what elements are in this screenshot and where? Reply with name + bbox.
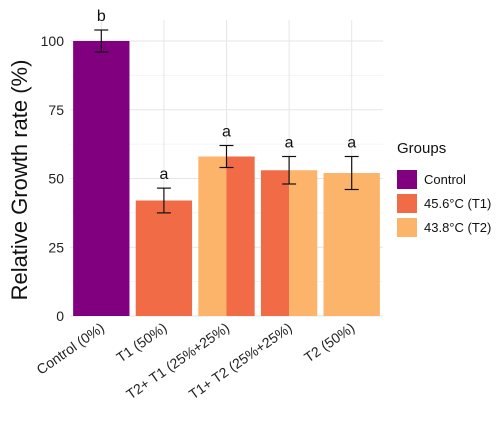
bar: [323, 173, 380, 316]
significance-labels: b a a a a: [97, 8, 356, 183]
y-tick-label: 0: [56, 308, 64, 324]
x-tick-label: T1 (50%): [113, 319, 169, 365]
bar: [198, 156, 227, 316]
legend-title: Groups: [397, 140, 446, 157]
bar: [289, 170, 318, 316]
legend-swatch: [397, 170, 417, 189]
legend-swatch: [397, 194, 417, 213]
y-tick-label: 100: [41, 33, 65, 49]
significance-label: a: [159, 166, 168, 183]
error-bars: [94, 29, 359, 214]
significance-label: a: [285, 135, 294, 152]
significance-label: b: [97, 8, 106, 25]
legend-item-label: Control: [424, 172, 466, 187]
y-tick-label: 25: [48, 239, 64, 255]
x-tick-label: T2 (50%): [301, 319, 357, 365]
significance-label: a: [222, 124, 231, 141]
significance-label: a: [347, 135, 356, 152]
legend-item-label: 43.8°C (T2): [424, 220, 491, 235]
x-tick-label: T1+ T2 (25%+25%): [186, 319, 295, 402]
x-tick-label: Control (0%): [33, 319, 107, 377]
x-axis-ticks: Control (0%) T1 (50%)T2+ T1 (25%+25%)T1+ …: [33, 319, 357, 402]
bar: [135, 200, 193, 316]
y-axis-label: Relative Growth rate (%): [7, 60, 32, 301]
y-tick-label: 75: [48, 102, 64, 118]
bars: [73, 41, 380, 316]
y-axis-ticks: 0 25 50 75 100: [41, 33, 65, 324]
bar: [226, 156, 255, 316]
legend: Groups Control 45.6°C (T1) 43.8°C (T2): [397, 140, 491, 237]
y-tick-label: 50: [48, 171, 64, 187]
bar: [260, 170, 290, 316]
bar: [73, 41, 130, 316]
legend-item-label: 45.6°C (T1): [424, 196, 491, 211]
legend-swatch: [397, 218, 417, 237]
x-tick-label: T2+ T1 (25%+25%): [123, 319, 232, 402]
